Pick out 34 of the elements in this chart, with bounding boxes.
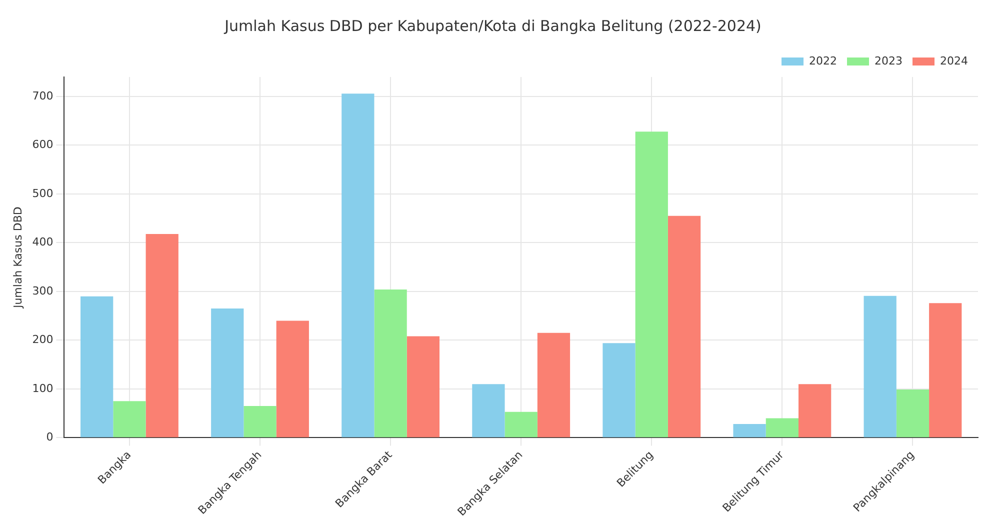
bar bbox=[766, 418, 799, 438]
bar bbox=[276, 320, 309, 438]
bar bbox=[668, 216, 701, 438]
bar bbox=[798, 384, 832, 438]
bar bbox=[342, 94, 374, 438]
y-tick-label: 0 bbox=[46, 430, 54, 444]
bar bbox=[80, 296, 114, 438]
bar bbox=[537, 332, 570, 438]
y-tick-label: 300 bbox=[32, 284, 54, 298]
legend-label: 2023 bbox=[874, 54, 903, 68]
bar bbox=[602, 343, 636, 438]
legend-label: 2024 bbox=[940, 54, 968, 68]
bar bbox=[635, 132, 668, 438]
bar bbox=[504, 412, 538, 438]
bar bbox=[374, 290, 407, 438]
bar bbox=[472, 384, 505, 438]
bar bbox=[733, 424, 766, 438]
bar bbox=[211, 308, 244, 438]
bar bbox=[864, 296, 896, 438]
bar bbox=[929, 303, 962, 438]
y-tick-label: 100 bbox=[32, 382, 54, 395]
y-axis-title: Jumlah Kasus DBD bbox=[11, 206, 24, 310]
chart-title: Jumlah Kasus DBD per Kabupaten/Kota di Bangka Belitung (2022-2024) bbox=[224, 16, 762, 35]
y-tick-label: 200 bbox=[32, 333, 54, 346]
y-tick-label: 600 bbox=[32, 138, 54, 152]
y-tick-label: 500 bbox=[32, 186, 54, 200]
bar bbox=[896, 389, 930, 438]
bar bbox=[244, 406, 276, 438]
bar bbox=[146, 234, 178, 438]
legend-label: 2022 bbox=[809, 54, 838, 68]
bar bbox=[113, 401, 146, 438]
y-tick-label: 700 bbox=[32, 89, 54, 102]
y-tick-label: 400 bbox=[32, 236, 54, 249]
bar bbox=[406, 336, 440, 438]
